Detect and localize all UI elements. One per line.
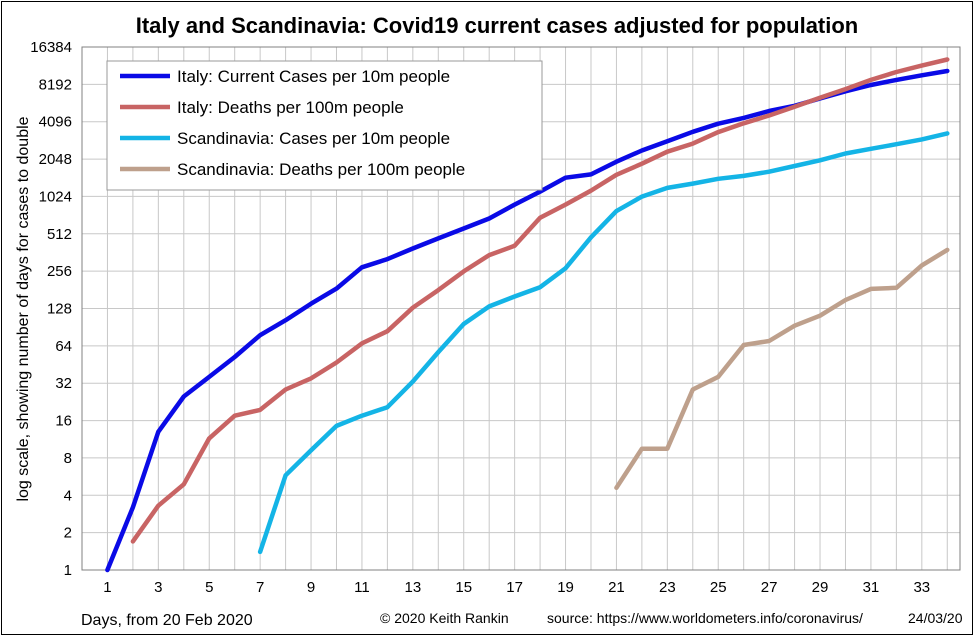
series-line-4	[614, 247, 950, 491]
x-tick-label: 29	[812, 579, 829, 596]
x-tick-label: 25	[710, 579, 727, 596]
x-tick-label: 17	[506, 579, 523, 596]
legend-label-4: Scandinavia: Deaths per 100m people	[177, 160, 465, 179]
y-axis-label: log scale, showing number of days for ca…	[15, 116, 32, 501]
x-tick-label: 31	[863, 579, 880, 596]
y-tick-label: 512	[47, 226, 72, 243]
y-tick-label: 256	[47, 263, 72, 280]
legend-box	[106, 60, 543, 191]
legend-label-3: Scandinavia: Cases per 10m people	[177, 129, 450, 148]
x-tick-label: 27	[761, 579, 778, 596]
y-tick-label: 128	[47, 301, 72, 318]
y-tick-label: 4	[64, 487, 72, 504]
x-tick-label: 7	[256, 579, 264, 596]
x-axis-label: Days, from 20 Feb 2020	[81, 612, 253, 629]
legend-label-1: Italy: Current Cases per 10m people	[177, 67, 450, 86]
legend: Italy: Current Cases per 10m people Italy…	[106, 60, 543, 191]
x-tick-label: 1	[103, 579, 111, 596]
x-axis-ticks: 1 3 5 7 9 11 13 15 17 19 21 23 25 27 29 31 33	[103, 579, 930, 596]
y-tick-label: 32	[55, 375, 72, 392]
y-tick-label: 4096	[39, 114, 72, 131]
chart-title: Italy and Scandinavia: Covid19 current c…	[136, 13, 859, 38]
legend-label-2: Italy: Deaths per 100m people	[177, 98, 404, 117]
y-tick-label: 2048	[39, 151, 72, 168]
x-tick-label: 19	[557, 579, 574, 596]
x-tick-label: 11	[354, 579, 370, 596]
x-tick-label: 3	[154, 579, 162, 596]
x-tick-label: 23	[659, 579, 676, 596]
date-text: 24/03/20	[908, 610, 963, 626]
series-line-3	[257, 131, 950, 555]
y-tick-label: 8	[64, 450, 72, 467]
y-tick-label: 1024	[39, 188, 72, 205]
y-tick-label: 8192	[39, 76, 72, 93]
series-lines	[105, 57, 950, 573]
y-tick-label: 1	[64, 562, 72, 579]
source-text: source: https://www.worldometers.info/co…	[547, 610, 863, 626]
series-line-2	[130, 57, 950, 544]
y-tick-label: 2	[64, 525, 72, 542]
y-tick-label: 16384	[30, 39, 72, 56]
x-tick-label: 33	[913, 579, 930, 596]
plot-area-border	[81, 46, 961, 571]
x-tick-label: 21	[608, 579, 625, 596]
x-tick-label: 5	[205, 579, 213, 596]
x-tick-label: 9	[307, 579, 315, 596]
y-axis-ticks: 1 2 4 8 16 32 64 128 256 512 1024 2048 4096 8192 16384	[30, 39, 72, 579]
y-tick-label: 64	[55, 338, 72, 355]
copyright-text: © 2020 Keith Rankin	[380, 610, 509, 626]
x-tick-label: 13	[404, 579, 421, 596]
x-tick-label: 15	[455, 579, 472, 596]
y-tick-label: 16	[55, 413, 72, 430]
